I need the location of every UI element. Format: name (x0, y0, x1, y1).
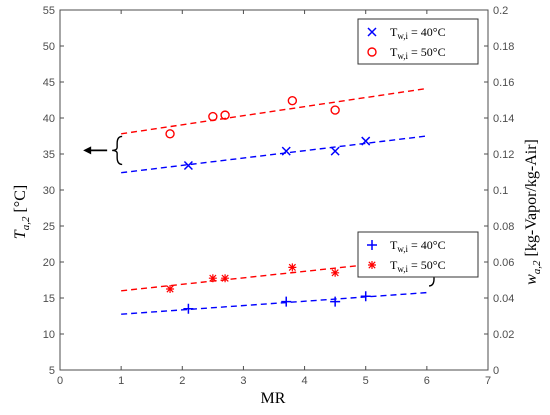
x-tick-label: 0 (57, 375, 63, 387)
left-y-tick-label: 25 (43, 221, 55, 233)
data-point-x-marker (183, 160, 193, 171)
left-y-tick-label: 15 (43, 293, 55, 305)
right-y-axis-ticks: 0 0.02 0.04 0.06 0.08 0.1 0.12 0.14 0.16 0.18 0.2 (484, 5, 514, 377)
fit-line (121, 87, 427, 135)
right-y-tick-label: 0.2 (493, 5, 508, 17)
legend-temperature: Tw,i = 40°C Tw,i = 50°C (357, 18, 479, 65)
legends: Tw,i = 40°CTw,i = 50°CTw,i = 40°CTw,i = … (357, 18, 479, 278)
right-y-tick-label: 0.02 (493, 329, 514, 341)
data-point-plus-marker (367, 240, 377, 250)
left-brace (112, 135, 123, 166)
data-point-star-marker (288, 263, 297, 272)
data-point-plus-marker (183, 303, 194, 314)
right-y-tick-label: 0.06 (493, 257, 514, 269)
data-point-star-marker (368, 261, 376, 269)
data-point-circle-marker (220, 110, 230, 120)
left-y-tick-label: 30 (43, 185, 55, 197)
left-arrow-head (83, 146, 92, 155)
legend-entry-text: Tw,i = 50°C (390, 258, 446, 274)
left-y-axis-title: Ta,2 [°C] (12, 185, 32, 239)
x-axis-title: MR (261, 390, 286, 407)
right-y-axis-title: wa,2 [kg-Vapor/kg-Air] (523, 139, 543, 285)
right-y-tick-label: 0 (493, 365, 499, 377)
left-y-axis-ticks: 5 10 15 20 25 30 35 40 45 50 55 (43, 5, 64, 377)
left-y-tick-label: 55 (43, 5, 55, 17)
data-point-star-marker (166, 285, 175, 293)
data-point-star-marker (331, 268, 340, 277)
data-point-circle-marker (287, 96, 298, 106)
data-point-circle-marker (165, 129, 175, 139)
left-y-tick-label: 45 (43, 77, 55, 89)
left-y-tick-label: 10 (43, 329, 55, 341)
legend-box (357, 18, 479, 65)
data-point-star-marker (208, 274, 217, 283)
fit-line (121, 291, 427, 315)
data-point-star-marker (221, 274, 230, 283)
x-tick-label: 1 (118, 375, 124, 387)
data-point-x-marker (281, 146, 291, 156)
x-tick-label: 4 (302, 375, 308, 387)
left-y-tick-label: 50 (43, 41, 55, 53)
legend-entry-text: Tw,i = 40°C (390, 238, 446, 254)
left-y-tick-label: 5 (49, 365, 55, 377)
x-tick-label: 5 (363, 375, 369, 387)
legend-box (357, 231, 479, 278)
x-axis-ticks: 0 1 2 3 4 5 6 7 (57, 10, 491, 387)
data-point-plus-marker (281, 296, 292, 307)
data-point-plus-marker (330, 296, 341, 307)
right-y-tick-label: 0.12 (493, 149, 514, 161)
right-y-tick-label: 0.18 (493, 41, 514, 53)
data-point-plus-marker (360, 291, 371, 302)
x-tick-label: 3 (240, 375, 246, 387)
right-y-tick-label: 0.1 (493, 185, 508, 197)
data-points (165, 96, 371, 314)
right-y-tick-label: 0.16 (493, 77, 514, 89)
right-y-tick-label: 0.08 (493, 221, 514, 233)
data-point-x-marker (361, 136, 371, 146)
legend-entry-text: Tw,i = 40°C (390, 25, 446, 41)
data-point-circle-marker (330, 105, 340, 115)
fit-line (121, 257, 427, 292)
x-tick-label: 7 (485, 375, 491, 387)
legend-entry-text: Tw,i = 50°C (390, 45, 446, 61)
x-tick-label: 2 (179, 375, 185, 387)
data-point-x-marker (367, 27, 377, 37)
fit-line (121, 135, 427, 174)
legend-humidity: Tw,i = 40°C Tw,i = 50°C (357, 231, 479, 278)
data-point-circle-marker (208, 111, 218, 122)
x-tick-label: 6 (424, 375, 430, 387)
left-y-tick-label: 20 (43, 257, 55, 269)
data-point-circle-marker (367, 47, 377, 57)
data-point-x-marker (330, 146, 340, 156)
left-y-tick-label: 40 (43, 113, 55, 125)
right-y-tick-label: 0.04 (493, 293, 514, 305)
right-y-tick-label: 0.14 (493, 113, 514, 125)
fit-lines (121, 87, 427, 315)
left-y-tick-label: 35 (43, 149, 55, 161)
